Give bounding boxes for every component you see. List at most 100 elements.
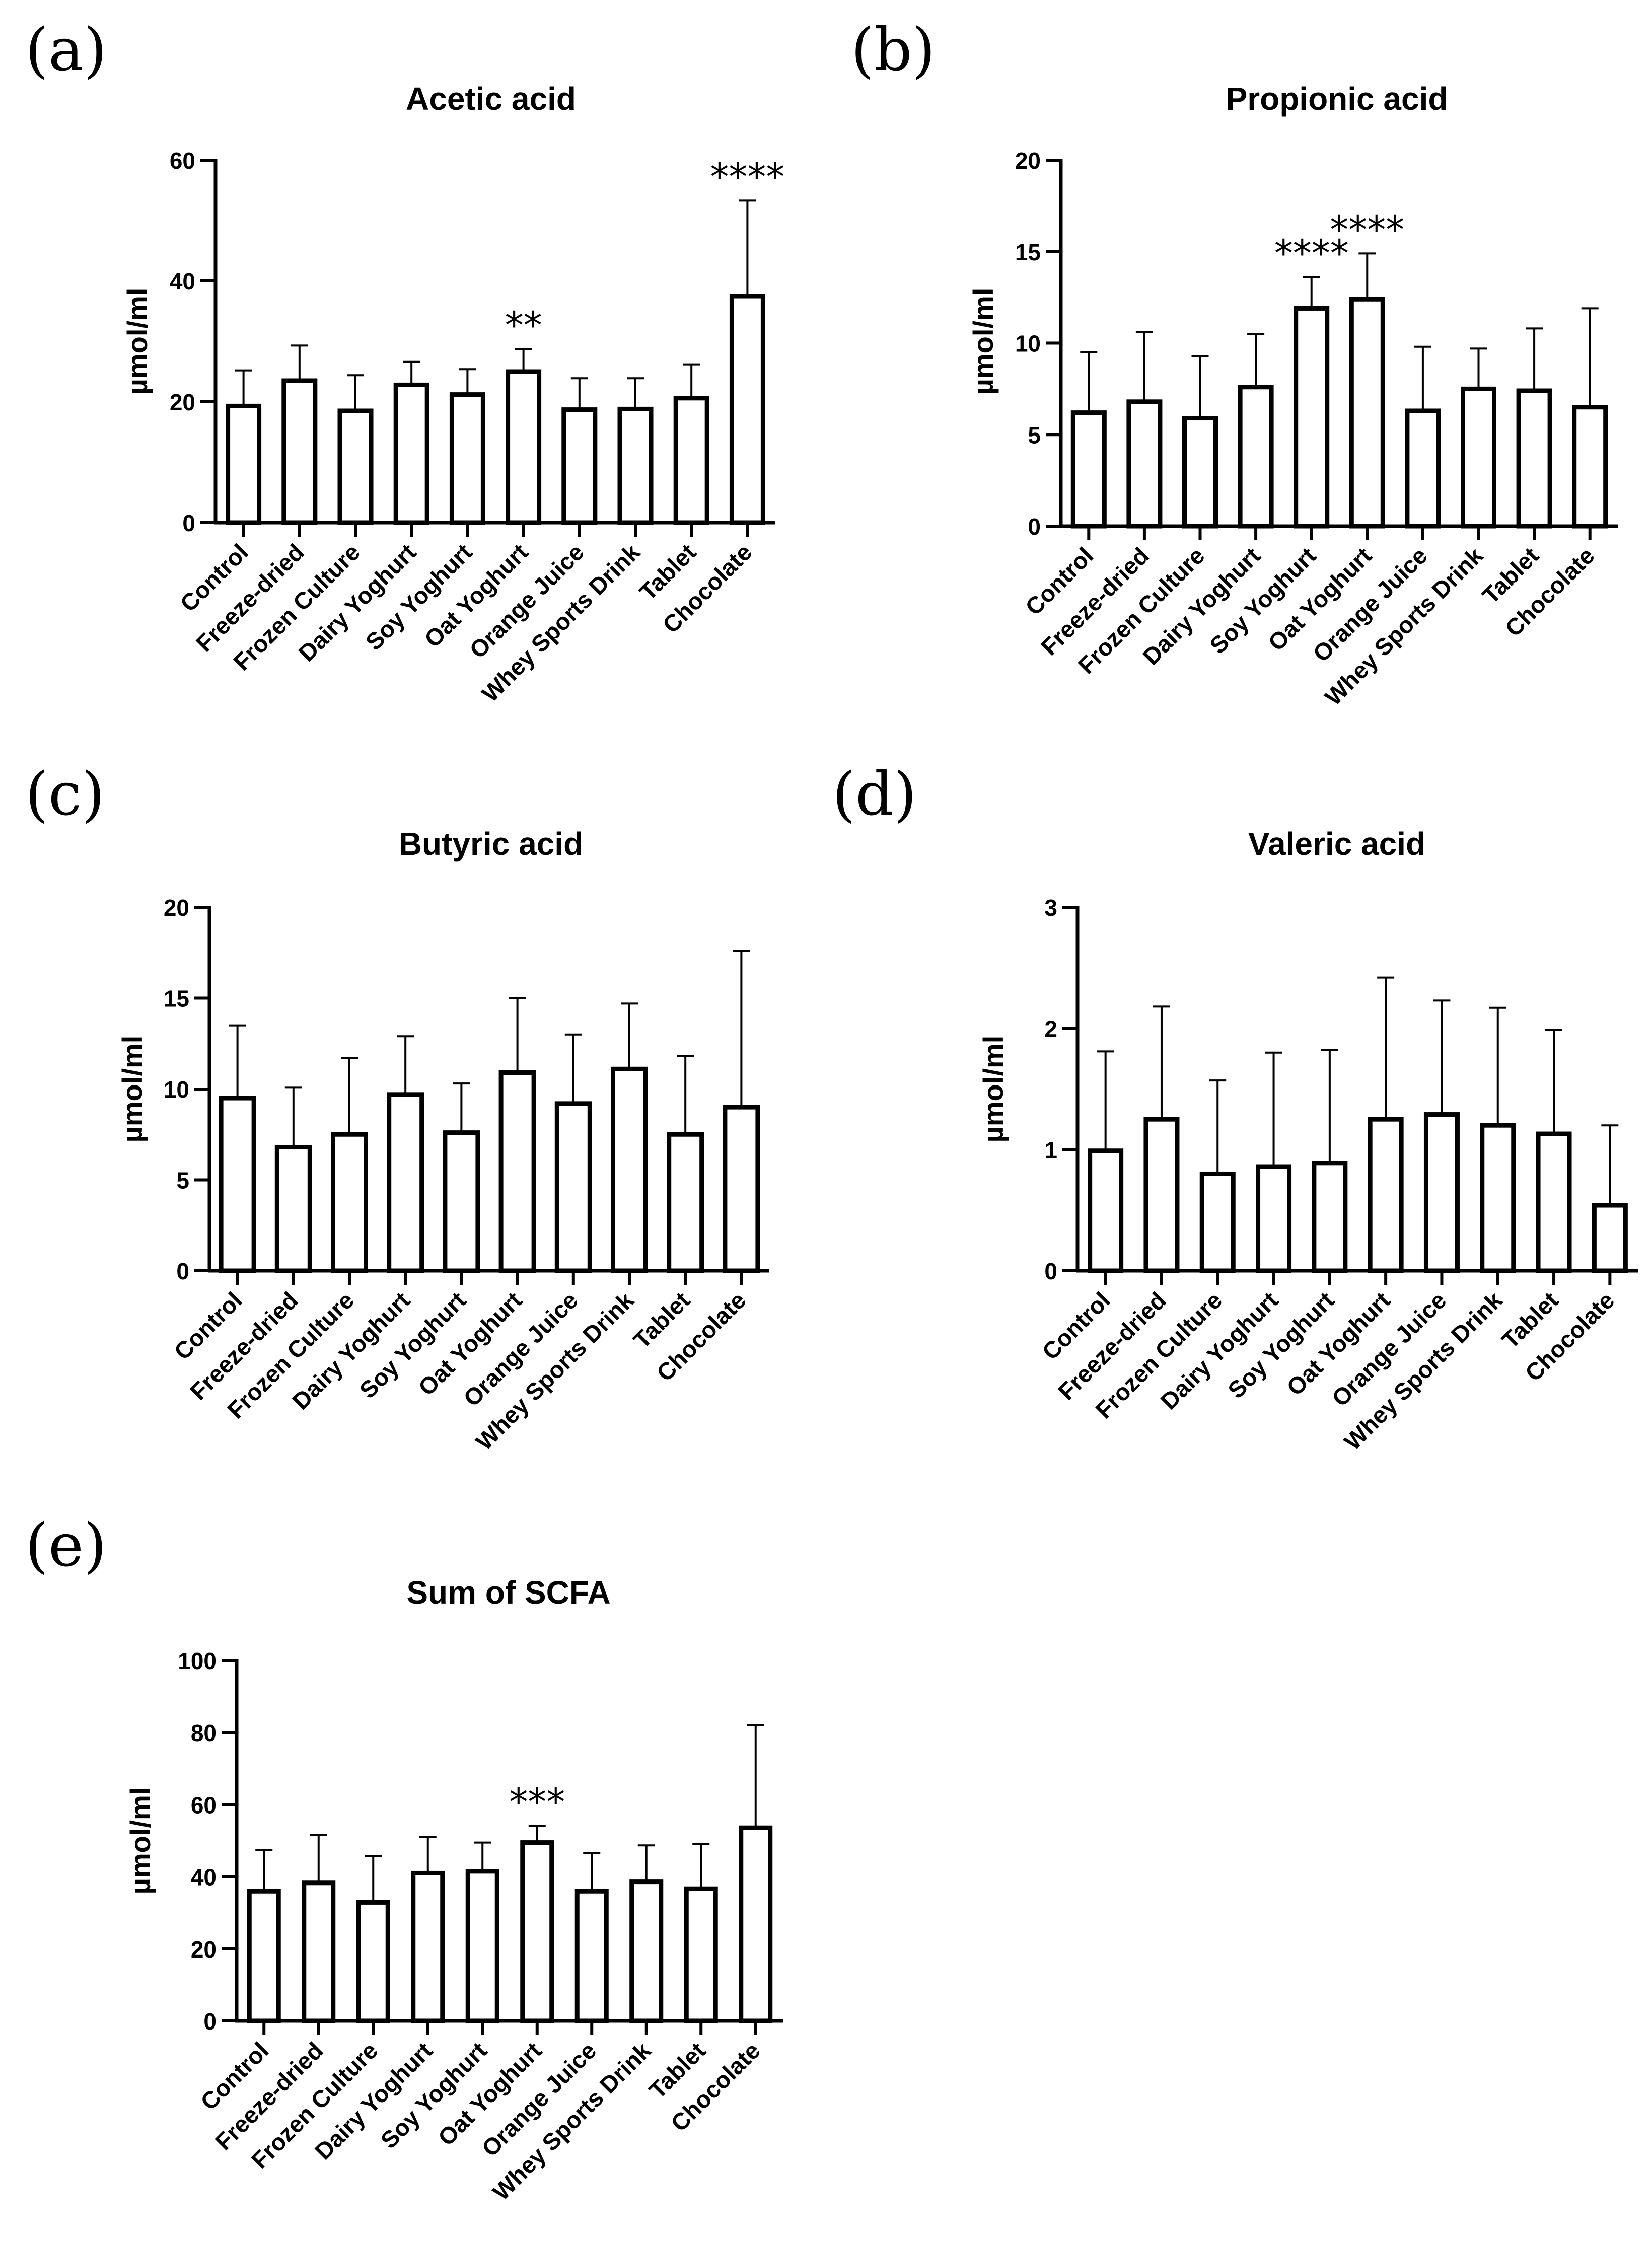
panel-label: (d): [832, 759, 917, 829]
bar: [443, 1130, 480, 1273]
chart-title: Acetic acid: [406, 81, 576, 117]
y-axis-label: µmol/ml: [124, 1787, 156, 1895]
bar: [465, 1869, 499, 2023]
bar: [1070, 410, 1107, 529]
bar: [281, 378, 318, 525]
chart-title: Butyric acid: [399, 826, 583, 862]
bar: [1088, 1148, 1124, 1273]
bar: [1238, 385, 1274, 529]
y-tick-label: 15: [164, 986, 189, 1012]
y-tick-label: 40: [170, 268, 195, 295]
chart-title: Sum of SCFA: [406, 1574, 610, 1611]
y-tick-label: 3: [1044, 895, 1057, 921]
y-tick-label: 0: [176, 1258, 189, 1284]
bar: [1312, 1161, 1348, 1273]
bar: [617, 406, 654, 525]
bar: [561, 407, 598, 525]
y-tick-label: 10: [1015, 331, 1041, 357]
y-axis-label: µmol/ml: [967, 288, 999, 395]
significance-label: ****: [1274, 232, 1349, 275]
bar: [1516, 388, 1552, 529]
bar: [393, 382, 429, 525]
chart-panel-2: (b)Propionic acidµmol/ml05101520ControlF…: [851, 15, 1618, 710]
bar: [723, 1105, 760, 1273]
bar: [1405, 408, 1441, 529]
significance-label: **: [505, 304, 542, 347]
bar: [449, 392, 485, 525]
bar: [331, 1132, 368, 1273]
bar: [247, 1889, 281, 2023]
bar: [611, 1066, 648, 1273]
panel-label: (a): [25, 15, 107, 85]
bar: [1294, 306, 1330, 529]
bar: [1126, 399, 1163, 529]
y-axis-label: µmol/ml: [121, 288, 153, 395]
y-tick-label: 20: [1015, 148, 1041, 174]
y-tick-label: 20: [191, 1936, 217, 1963]
significance-label: ****: [1330, 208, 1404, 251]
chart-title: Propionic acid: [1226, 81, 1448, 117]
bar: [1461, 386, 1496, 529]
bar: [667, 1132, 704, 1273]
bar: [1480, 1123, 1516, 1273]
bar: [1368, 1117, 1404, 1273]
y-tick-label: 1: [1044, 1137, 1057, 1163]
bar: [574, 1889, 609, 2023]
panel-label: (e): [25, 1510, 107, 1580]
bar: [739, 1825, 773, 2023]
y-axis-label: µmol/ml: [977, 1036, 1009, 1143]
y-tick-label: 40: [191, 1864, 217, 1891]
y-tick-label: 60: [170, 148, 195, 174]
y-tick-label: 0: [203, 2008, 217, 2035]
bar: [1349, 297, 1385, 529]
y-tick-label: 10: [164, 1076, 189, 1103]
bar: [673, 396, 709, 525]
bar: [219, 1096, 256, 1273]
y-tick-label: 20: [170, 389, 195, 415]
bar: [302, 1880, 336, 2023]
bar: [356, 1900, 390, 2023]
y-tick-label: 80: [191, 1720, 217, 1746]
bar: [337, 408, 374, 525]
y-tick-label: 20: [164, 895, 189, 921]
bar: [629, 1879, 664, 2023]
panel-label: (c): [25, 759, 105, 829]
y-tick-label: 5: [176, 1168, 189, 1194]
bar: [1199, 1171, 1236, 1273]
bar: [274, 1145, 312, 1273]
significance-label: ***: [509, 1781, 565, 1824]
bar: [520, 1840, 554, 2023]
chart-panel-4: (d)Valeric acidµmol/ml0123ControlFreeze-…: [832, 759, 1638, 1455]
y-tick-label: 15: [1015, 239, 1041, 265]
bar: [1182, 416, 1218, 529]
chart-panel-3: (c)Butyric acidµmol/ml05101520ControlFre…: [25, 759, 769, 1455]
y-tick-label: 5: [1028, 422, 1041, 448]
y-tick-label: 0: [182, 510, 195, 536]
y-tick-label: 60: [191, 1792, 217, 1818]
y-tick-label: 0: [1028, 514, 1041, 540]
bar: [1592, 1203, 1628, 1273]
bar: [226, 403, 262, 525]
bar: [1423, 1112, 1460, 1273]
y-axis-label: µmol/ml: [116, 1036, 148, 1143]
chart-panel-1: (a)Acetic acidµmol/ml0204060ControlFreez…: [25, 15, 784, 707]
y-tick-label: 0: [1044, 1258, 1057, 1284]
bar: [387, 1092, 424, 1273]
bar: [729, 294, 765, 525]
bar: [498, 1070, 536, 1273]
y-tick-label: 100: [178, 1648, 217, 1674]
bar: [684, 1886, 718, 2023]
bar: [554, 1101, 592, 1273]
bar: [411, 1870, 445, 2023]
bar: [1572, 405, 1608, 529]
bar: [1256, 1164, 1292, 1273]
bar: [1536, 1131, 1572, 1273]
chart-panel-5: (e)Sum of SCFAµmol/ml020406080100Control…: [25, 1510, 783, 2205]
panel-label: (b): [851, 15, 936, 85]
bar: [506, 369, 542, 525]
significance-label: ****: [710, 155, 784, 198]
bar: [1143, 1117, 1180, 1273]
chart-title: Valeric acid: [1248, 826, 1425, 862]
y-tick-label: 2: [1044, 1016, 1057, 1042]
